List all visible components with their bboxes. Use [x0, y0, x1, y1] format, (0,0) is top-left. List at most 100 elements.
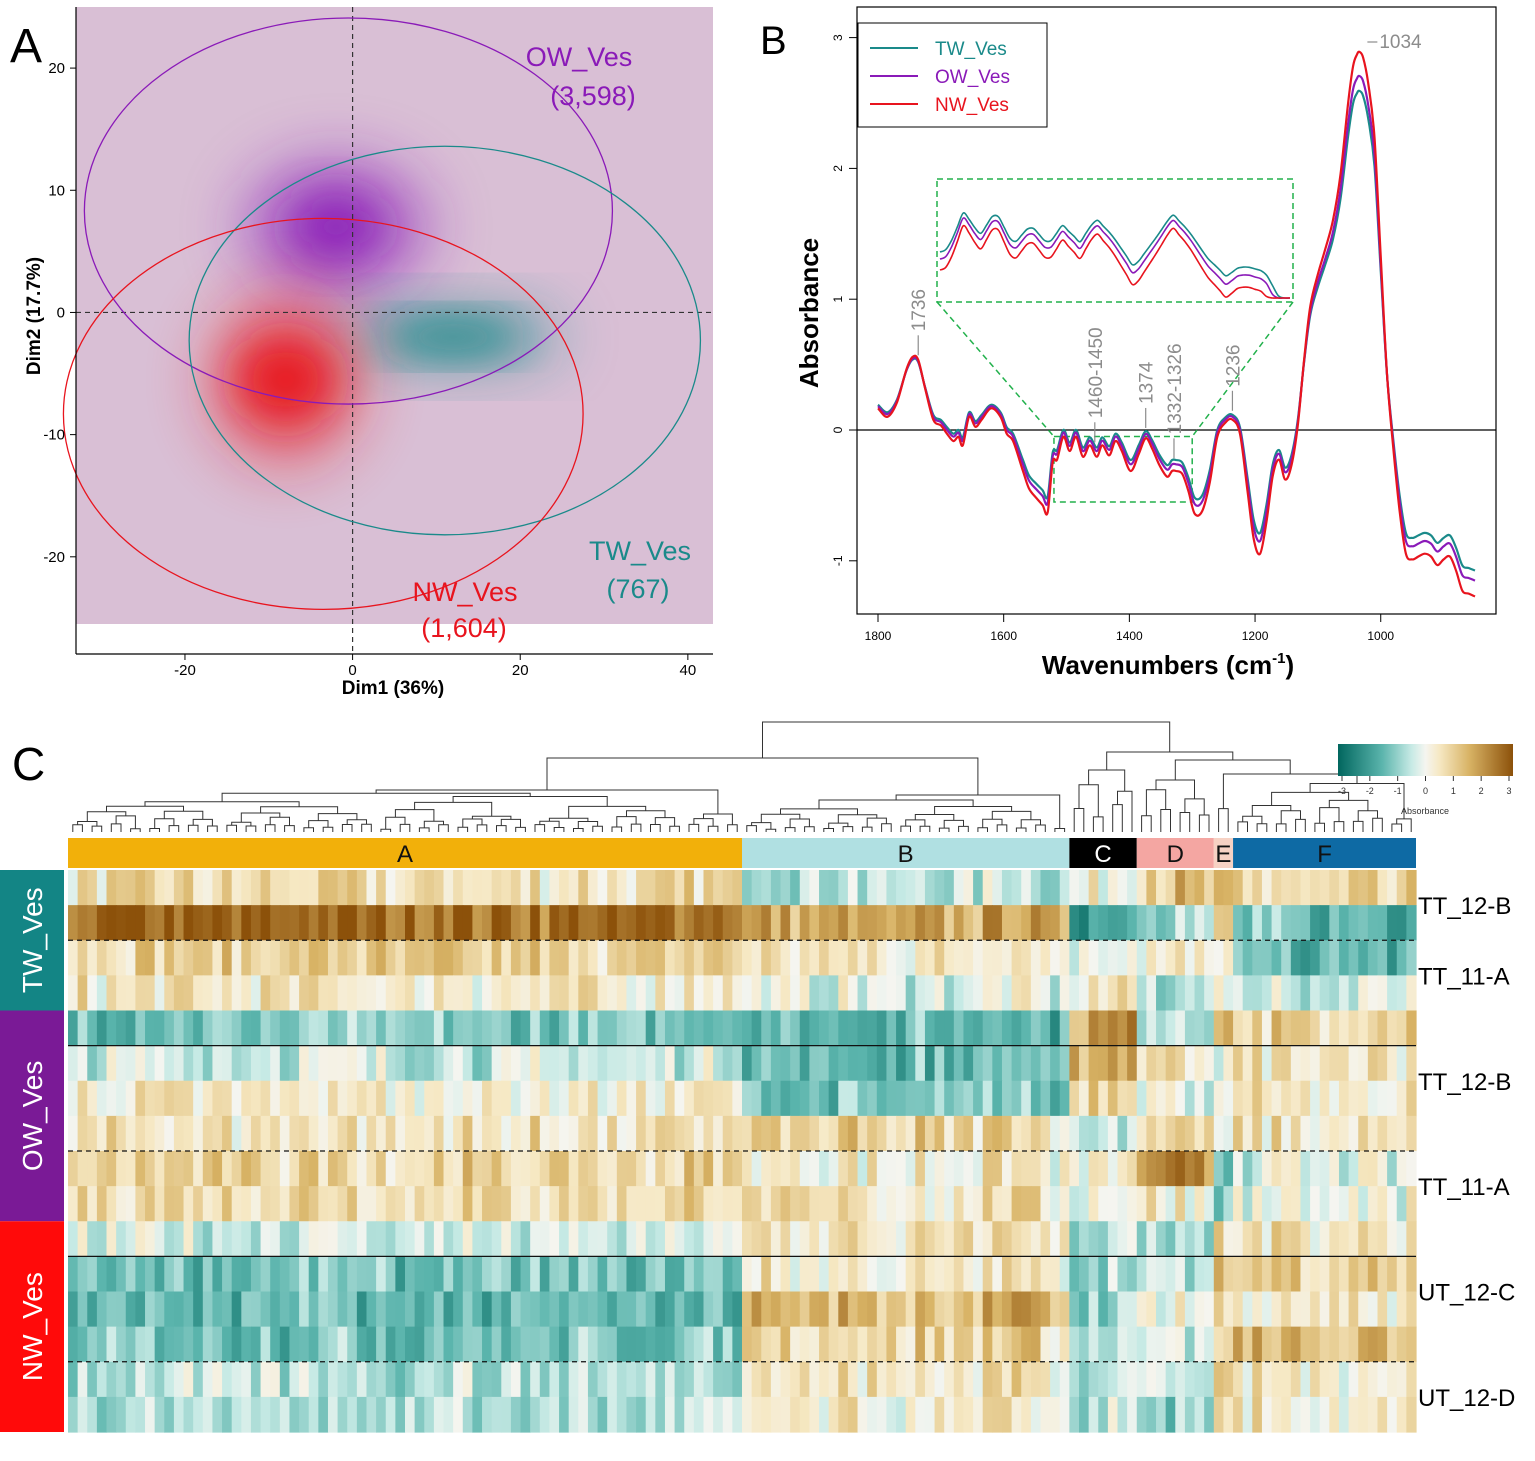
heatmap-cell — [260, 905, 271, 941]
heatmap-cell — [761, 1326, 772, 1363]
heatmap-cell — [1358, 1186, 1369, 1222]
heatmap-cell — [655, 1361, 666, 1398]
heatmap-cell — [1290, 1045, 1302, 1082]
heatmap-cell — [308, 940, 319, 976]
heatmap-cell — [847, 1221, 859, 1257]
heatmap-cell — [1136, 940, 1147, 976]
heatmap-cell — [626, 1115, 637, 1152]
dendrogram-branch — [1145, 789, 1167, 816]
heatmap-cell — [1242, 1045, 1253, 1082]
heatmap-cell — [433, 905, 445, 941]
heatmap-cell — [87, 1045, 98, 1082]
heatmap-cell — [202, 940, 214, 976]
dendrogram-branch — [1179, 812, 1191, 832]
heatmap-cell — [713, 1396, 724, 1433]
heatmap-cell — [318, 1361, 329, 1398]
heatmap-cell — [405, 940, 416, 976]
heatmap-cell — [549, 1396, 560, 1433]
heatmap-cell — [1059, 1115, 1070, 1152]
heatmap-cell — [433, 1361, 445, 1398]
pca-y-tick-label: 20 — [48, 60, 65, 77]
heatmap-cell — [376, 975, 387, 1012]
heatmap-cell — [173, 1256, 185, 1293]
heatmap-cell — [982, 1010, 993, 1047]
heatmap-cell — [732, 1151, 743, 1187]
heatmap-cell — [366, 1291, 377, 1328]
heatmap-cell — [77, 905, 88, 941]
heatmap-cell — [674, 1010, 685, 1047]
heatmap-cell — [1290, 1221, 1302, 1257]
heatmap-cell — [1030, 1221, 1042, 1257]
group-bar-segment — [0, 1221, 64, 1432]
heatmap-cell — [847, 1045, 859, 1082]
heatmap-cell — [1011, 940, 1022, 976]
heatmap-cell — [270, 1221, 281, 1257]
heatmap-cell — [1204, 1256, 1215, 1293]
heatmap-cell — [963, 870, 974, 906]
heatmap-cell — [405, 1326, 416, 1363]
heatmap-cell — [289, 975, 300, 1012]
heatmap-cell — [530, 1396, 541, 1433]
heatmap-cell — [289, 1151, 300, 1187]
heatmap-cell — [636, 1115, 647, 1152]
heatmap-cell — [1281, 1396, 1292, 1433]
dendrogram-branch — [534, 824, 546, 832]
heatmap-cell — [1001, 1010, 1013, 1047]
heatmap-cell — [1194, 1361, 1205, 1398]
heatmap-cell — [664, 975, 676, 1012]
heatmap-cell — [1136, 1151, 1147, 1187]
heatmap-cell — [1329, 870, 1340, 906]
heatmap-cell — [1319, 1291, 1330, 1328]
dendrogram-branch — [452, 796, 608, 807]
heatmap-cell — [453, 1291, 464, 1328]
heatmap-cell — [607, 1221, 618, 1257]
heatmap-cell — [963, 905, 974, 941]
heatmap-cell — [1011, 975, 1022, 1012]
heatmap-cell — [424, 1326, 435, 1363]
heatmap-cell — [1252, 975, 1263, 1012]
heatmap-cell — [347, 975, 358, 1012]
color-key-tick-label: 1 — [1451, 786, 1456, 796]
heatmap-cell — [597, 975, 608, 1012]
heatmap-cell — [1088, 1151, 1099, 1187]
heatmap-cell — [405, 870, 416, 906]
heatmap-cell — [1079, 940, 1090, 976]
heatmap-cell — [1050, 870, 1061, 906]
heatmap-cell — [587, 1045, 599, 1082]
heatmap-cell — [1319, 870, 1330, 906]
heatmap-cell — [1011, 1151, 1022, 1187]
panel-a-letter: A — [10, 20, 42, 73]
heatmap-cell — [222, 1221, 233, 1257]
pca-nw-label: NW_Ves — [412, 577, 517, 607]
heatmap-cell — [992, 1186, 1003, 1222]
heatmap-cell — [1290, 1080, 1302, 1117]
heatmap-cell — [674, 870, 685, 906]
heatmap-cell — [597, 1291, 608, 1328]
color-key-ticks: -3 -2 -1 0 1 2 3 — [1338, 776, 1512, 796]
heatmap-cell — [376, 905, 387, 941]
heatmap-cell — [1146, 1396, 1157, 1433]
heatmap-cell — [799, 1045, 810, 1082]
heatmap-cell — [164, 1396, 175, 1433]
heatmap-cell — [847, 1080, 859, 1117]
dendrogram-branch — [1391, 823, 1403, 832]
heatmap-cell — [790, 1256, 801, 1293]
heatmap-cell — [578, 1151, 589, 1187]
heatmap-cell — [193, 1186, 204, 1222]
heatmap-cell — [1088, 1045, 1099, 1082]
heatmap-cell — [308, 1256, 319, 1293]
heatmap-cell — [443, 940, 454, 976]
heatmap-cell — [559, 1115, 570, 1152]
heatmap-cell — [1396, 1115, 1407, 1152]
heatmap-cell — [770, 1361, 782, 1398]
heatmap-cell — [597, 870, 608, 906]
heatmap-cell — [1281, 975, 1292, 1012]
heatmap-cell — [973, 1396, 984, 1433]
heatmap-cell — [270, 1010, 281, 1047]
dendrogram-branch — [149, 828, 160, 832]
dendrogram-branch — [688, 823, 700, 832]
spectra-y-tick-label: 0 — [831, 426, 845, 433]
heatmap-cell — [1165, 1291, 1176, 1328]
heatmap-cell — [87, 1396, 98, 1433]
